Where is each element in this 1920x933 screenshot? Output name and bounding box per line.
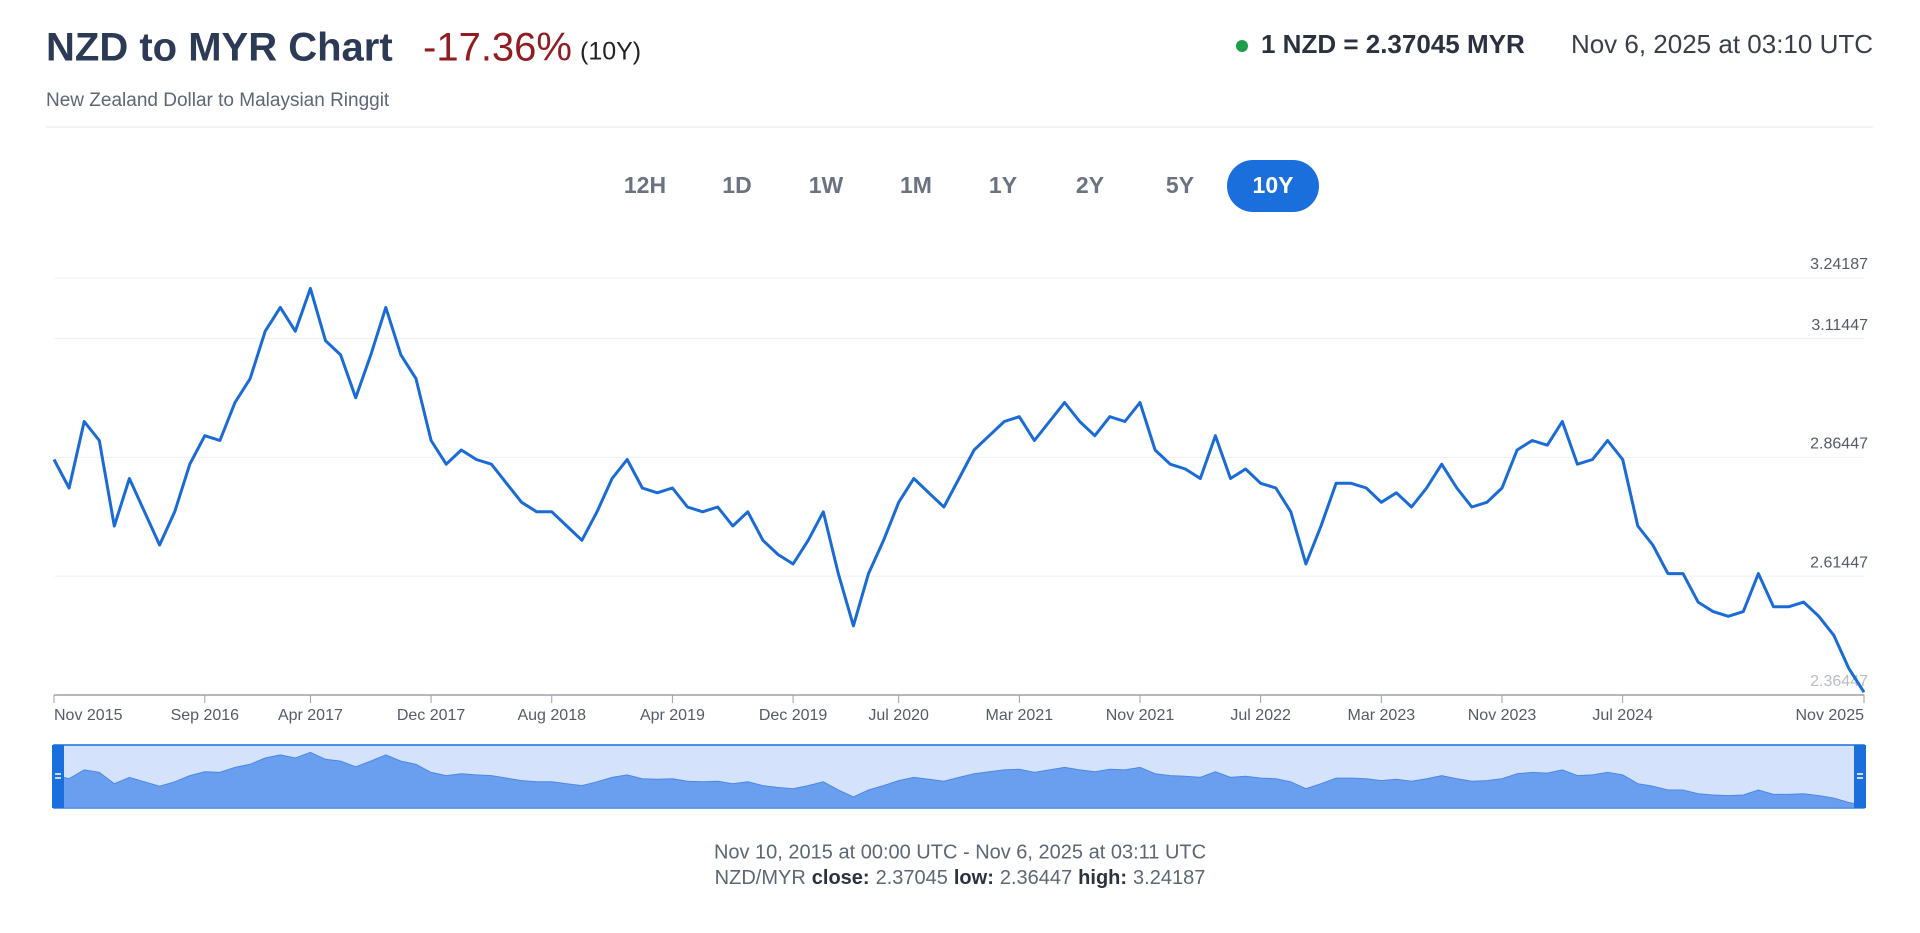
range-button[interactable]: 10Y <box>1253 172 1294 198</box>
navigator-handle[interactable] <box>1854 745 1866 808</box>
ohlc-part: 2.36447 <box>1000 867 1072 889</box>
ohlc-part: 3.24187 <box>1133 867 1205 889</box>
x-tick-label: Apr 2017 <box>278 707 343 724</box>
x-tick-label: Dec 2017 <box>397 707 466 724</box>
x-tick-label: Jul 2022 <box>1230 707 1291 724</box>
change: -17.36% <box>423 26 572 70</box>
x-tick-label: Nov 2023 <box>1468 707 1537 724</box>
x-tick-label: Apr 2019 <box>640 707 705 724</box>
y-tick-label: 3.24187 <box>1810 256 1868 273</box>
x-tick-label: Nov 2021 <box>1106 707 1175 724</box>
title: NZD to MYR Chart <box>46 26 393 70</box>
ohlc-part: NZD/MYR <box>715 867 806 889</box>
x-tick-label: Sep 2016 <box>171 707 240 724</box>
navigator-area <box>53 751 1865 809</box>
y-tick-label: 2.61447 <box>1810 554 1868 571</box>
period: (10Y) <box>580 38 641 66</box>
x-tick-label: Jul 2024 <box>1592 707 1653 724</box>
range-text: Nov 10, 2015 at 00:00 UTC - Nov 6, 2025 … <box>714 841 1206 863</box>
rate: 1 NZD = 2.37045 MYR <box>1261 29 1525 59</box>
navigator-handle[interactable] <box>52 745 64 808</box>
ohlc-part: low: <box>954 867 994 889</box>
timestamp: Nov 6, 2025 at 03:10 UTC <box>1571 29 1873 59</box>
x-tick-label: Mar 2021 <box>986 707 1054 724</box>
navigator <box>52 744 1866 809</box>
subtitle: New Zealand Dollar to Malaysian Ringgit <box>46 90 390 111</box>
range-button[interactable]: 1Y <box>989 172 1017 198</box>
range-button[interactable]: 1W <box>809 172 844 198</box>
x-tick-label: Dec 2019 <box>759 707 828 724</box>
ohlc-part: close: <box>812 867 870 889</box>
x-tick-label: Jul 2020 <box>868 707 929 724</box>
ohlc-part: 2.37045 <box>876 867 948 889</box>
x-tick-label: Aug 2018 <box>517 707 586 724</box>
x-tick-label: Nov 2025 <box>1796 707 1865 724</box>
range-buttons: 12H 1D 1W 1M 1Y 2Y 5Y 10Y <box>624 160 1319 212</box>
range-button[interactable]: 2Y <box>1076 172 1104 198</box>
range-button[interactable]: 5Y <box>1166 172 1194 198</box>
status-dot <box>1236 40 1248 52</box>
ohlc-text: NZD/MYR close: 2.37045 low: 2.36447 high: 3.24… <box>715 867 1206 889</box>
ohlc-part: high: <box>1078 867 1127 889</box>
range-button-active[interactable] <box>1227 160 1319 212</box>
price-line <box>52 286 1866 694</box>
range-button[interactable]: 1M <box>900 172 932 198</box>
y-tick-label: 2.86447 <box>1810 436 1868 453</box>
x-tick-label: Nov 2015 <box>54 707 123 724</box>
x-tick-label: Mar 2023 <box>1348 707 1416 724</box>
y-tick-label: 3.11447 <box>1811 317 1868 334</box>
range-button[interactable]: 1D <box>722 172 751 198</box>
range-button[interactable]: 12H <box>624 172 666 198</box>
